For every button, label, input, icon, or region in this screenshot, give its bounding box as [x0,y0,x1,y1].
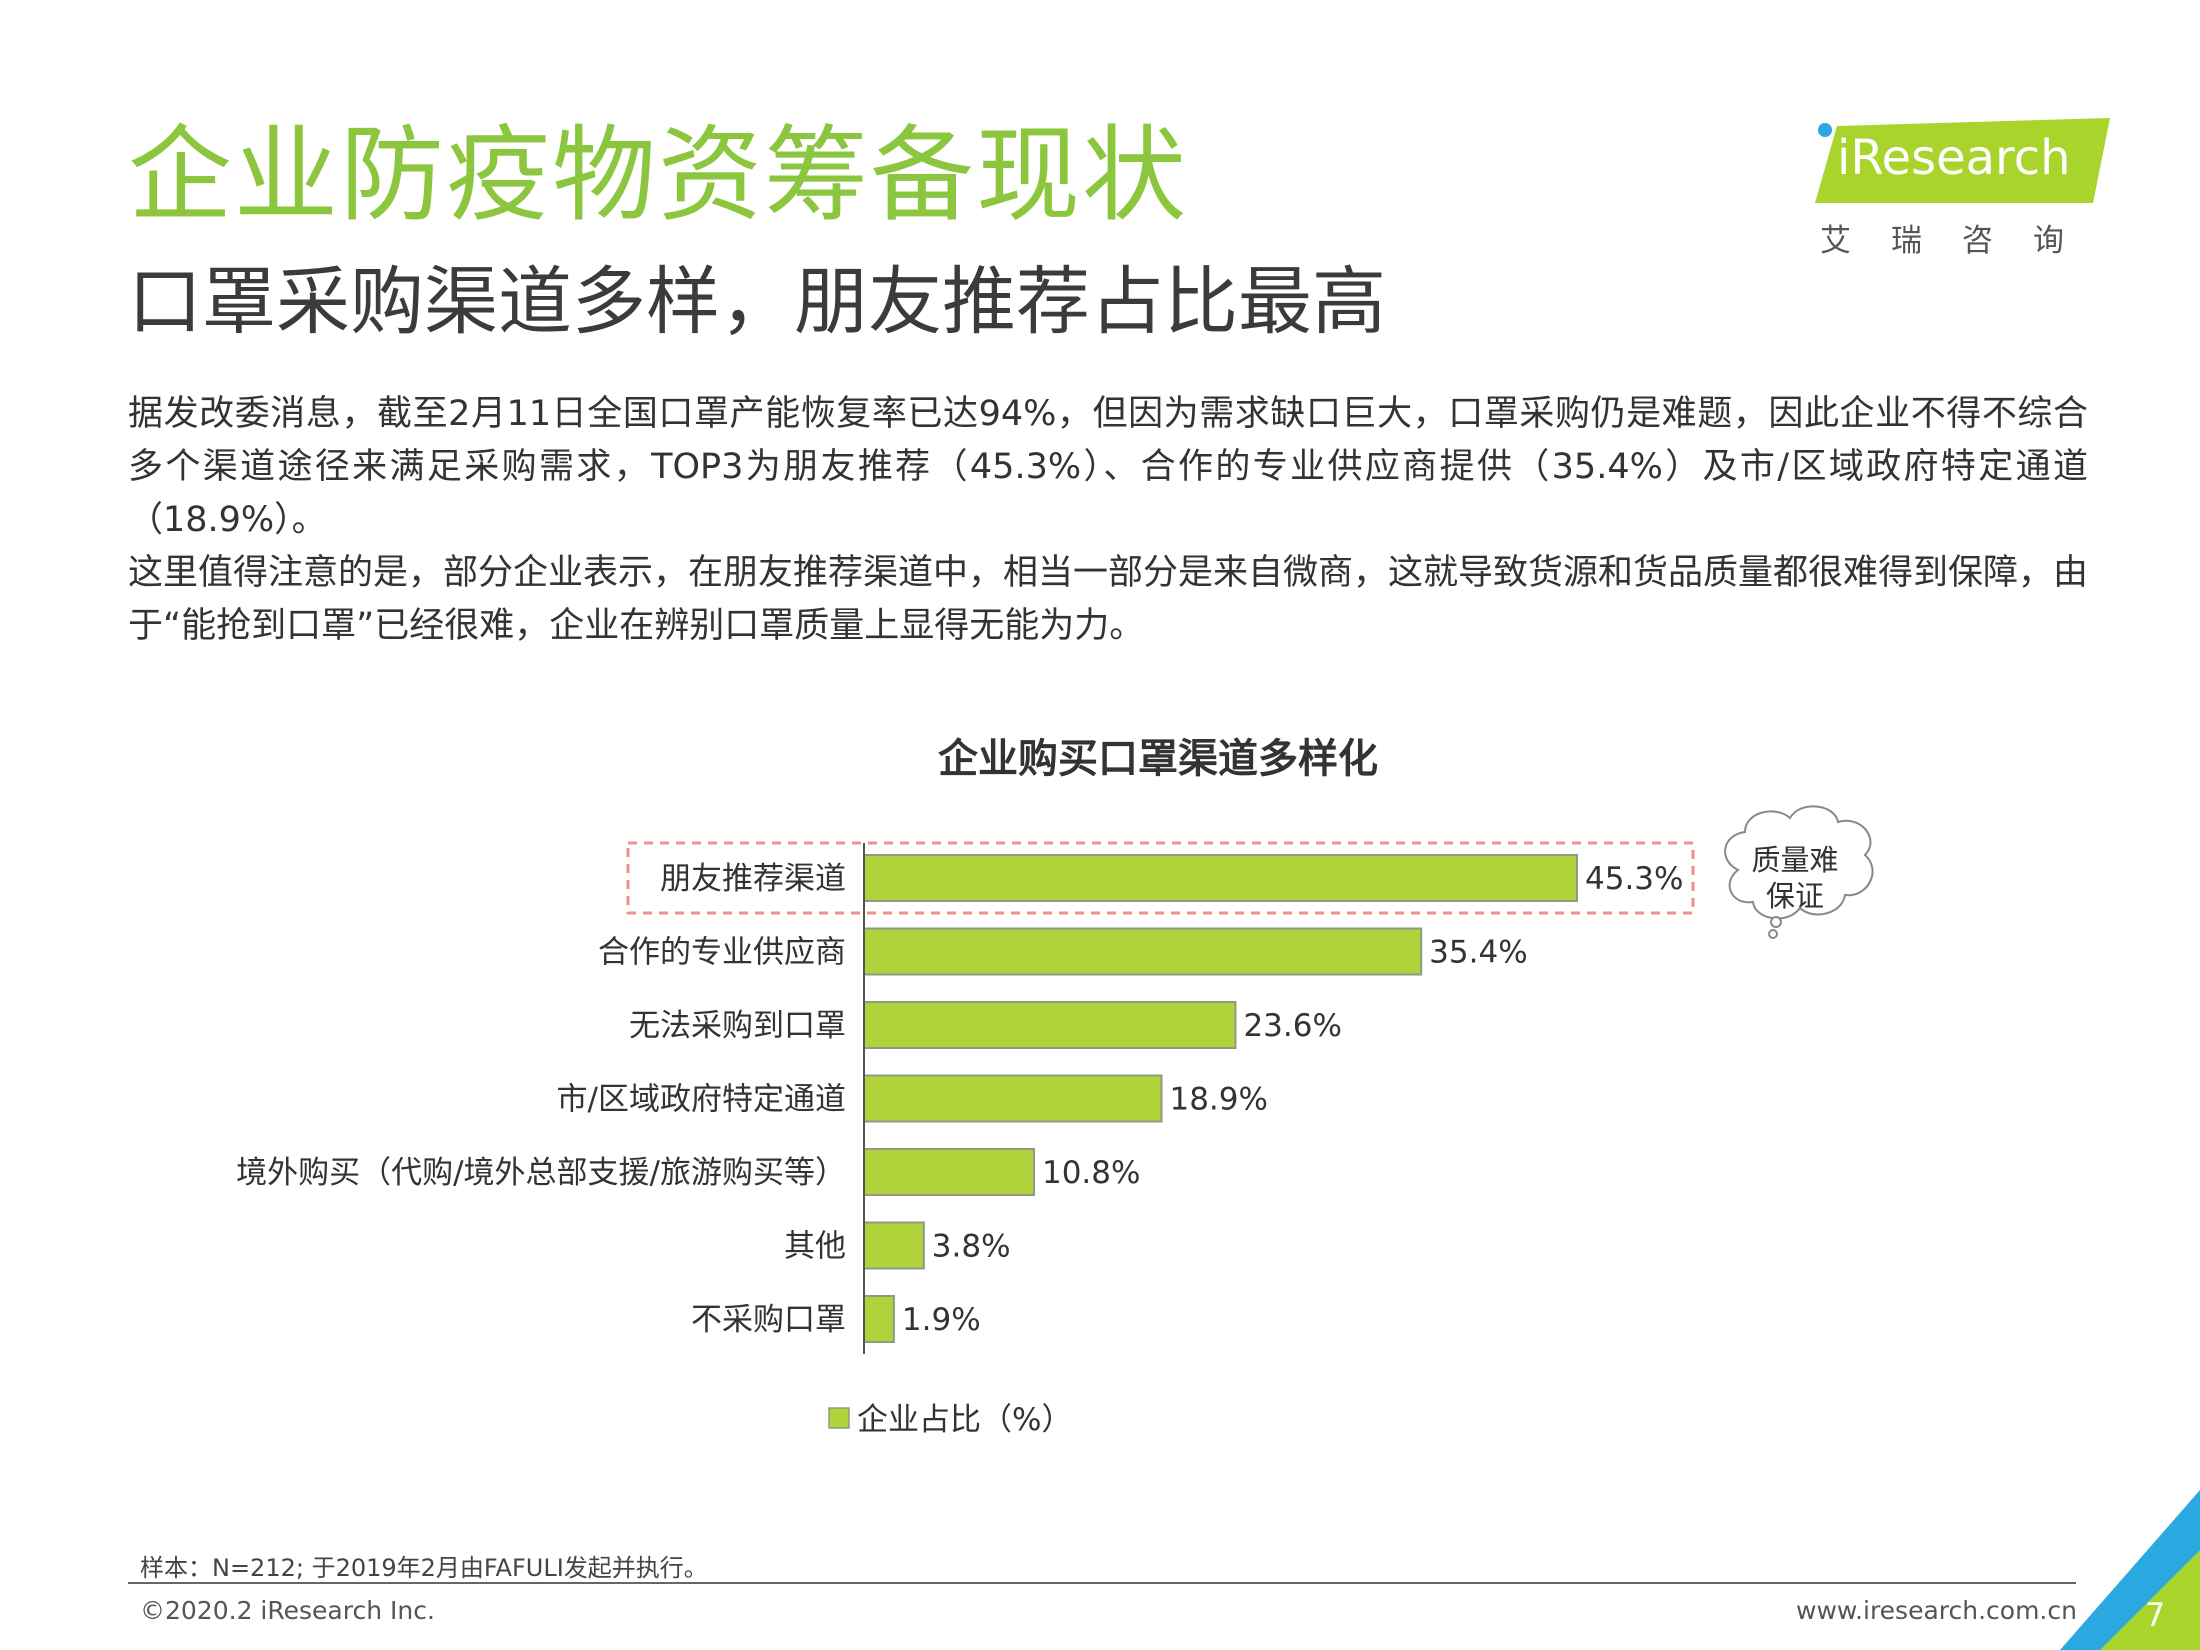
body-paragraph-2: 这里值得注意的是，部分企业表示，在朋友推荐渠道中，相当一部分是来自微商，这就导致… [128,553,2089,646]
data-label: 1.9% [902,1302,981,1338]
category-label: 境外购买（代购/境外总部支援/旅游购买等） [236,1155,846,1191]
data-label: 45.3% [1585,861,1683,897]
copyright-text: ©2020.2 iResearch Inc. [140,1596,435,1625]
bar [863,1221,925,1270]
sample-note: 样本：N=212; 于2019年2月由FAFULI发起并执行。 [140,1554,708,1582]
data-label: 3.8% [932,1229,1011,1265]
logo-cn-text: 艾瑞咨询 [1820,223,2104,259]
callout-text: 质量难 [1751,843,1838,877]
callout-bubble [1768,929,1778,939]
category-label: 合作的专业供应商 [598,935,846,971]
body-paragraph-1: 据发改委消息，截至2月11日全国口罩产能恢复率已达94%，但因为需求缺口巨大，口… [128,394,2088,540]
footer-divider [128,1582,2076,1584]
website-link[interactable]: www.iresearch.com.cn [1796,1596,2077,1625]
data-label: 23.6% [1243,1008,1341,1044]
category-label: 朋友推荐渠道 [660,861,846,897]
data-label: 10.8% [1042,1155,1140,1191]
page-subtitle: 口罩采购渠道多样，朋友推荐占比最高 [128,259,1386,345]
body-text: 据发改委消息，截至2月11日全国口罩产能恢复率已达94%，但因为需求缺口巨大，口… [128,388,2088,653]
category-label: 无法采购到口罩 [629,1008,846,1044]
callout-cloud-shape [1724,805,1874,920]
legend-swatch [828,1407,850,1429]
bar [863,1295,895,1343]
logo-banner [1815,118,2110,203]
bar [863,927,1423,976]
iresearch-logo: iResearch 艾瑞咨询 [1815,118,2110,259]
bar [863,1074,1163,1123]
data-label: 18.9% [1169,1082,1267,1118]
bar [863,854,1578,902]
legend-label: 企业占比（%） [857,1402,1072,1438]
callout-text: 保证 [1766,879,1824,913]
corner-decoration [2060,1490,2200,1650]
page-title: 企业防疫物资筹备现状 [128,114,1189,236]
chart-title: 企业购买口罩渠道多样化 [938,736,1378,782]
logo-text: iResearch [1837,130,2071,186]
bar [863,1148,1035,1196]
page-number: 7 [2145,1596,2166,1634]
bar [863,1001,1237,1049]
category-label: 不采购口罩 [691,1302,846,1338]
category-label: 其他 [784,1229,846,1265]
highlight-box [626,841,1695,915]
category-label: 市/区域政府特定通道 [557,1082,846,1118]
data-label: 35.4% [1429,935,1527,971]
callout-bubble [1770,916,1782,928]
